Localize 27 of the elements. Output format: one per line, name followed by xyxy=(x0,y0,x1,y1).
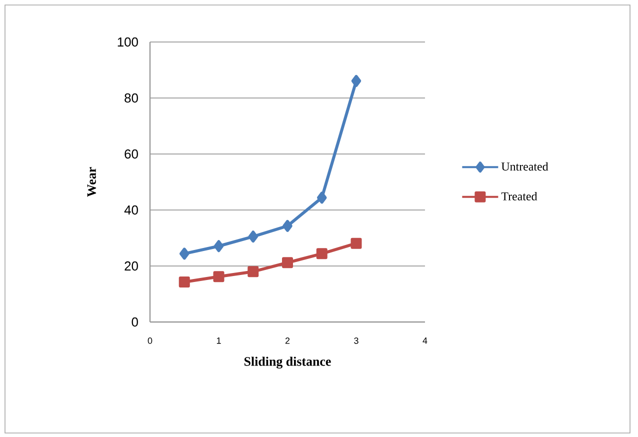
point xyxy=(248,230,258,243)
y-tick-label: 80 xyxy=(124,93,138,103)
y-axis-title: Wear xyxy=(87,167,96,197)
x-tick-label: 1 xyxy=(216,338,221,344)
y-tick-label: 40 xyxy=(124,205,138,215)
x-axis-title: Sliding distance xyxy=(244,356,331,369)
legend-label: Treated xyxy=(501,192,538,200)
point xyxy=(350,238,362,249)
y-tick-label: 0 xyxy=(132,317,138,327)
point xyxy=(317,192,327,204)
x-tick-label: 0 xyxy=(148,338,152,344)
y-tick-label: 20 xyxy=(124,261,138,271)
y-tick-label: 60 xyxy=(124,149,138,159)
x-tick-label: 4 xyxy=(422,338,428,344)
x-tick-label: 3 xyxy=(354,338,358,344)
point xyxy=(282,257,293,268)
x-tick-label: 2 xyxy=(285,338,290,344)
legend-label: Untreated xyxy=(501,162,548,171)
y-tick-label: 100 xyxy=(118,37,138,47)
point xyxy=(214,240,224,252)
point xyxy=(316,248,328,260)
point xyxy=(248,266,259,278)
point xyxy=(178,276,190,288)
point xyxy=(282,220,292,232)
point xyxy=(180,248,190,260)
point xyxy=(351,74,362,87)
point xyxy=(213,271,224,282)
